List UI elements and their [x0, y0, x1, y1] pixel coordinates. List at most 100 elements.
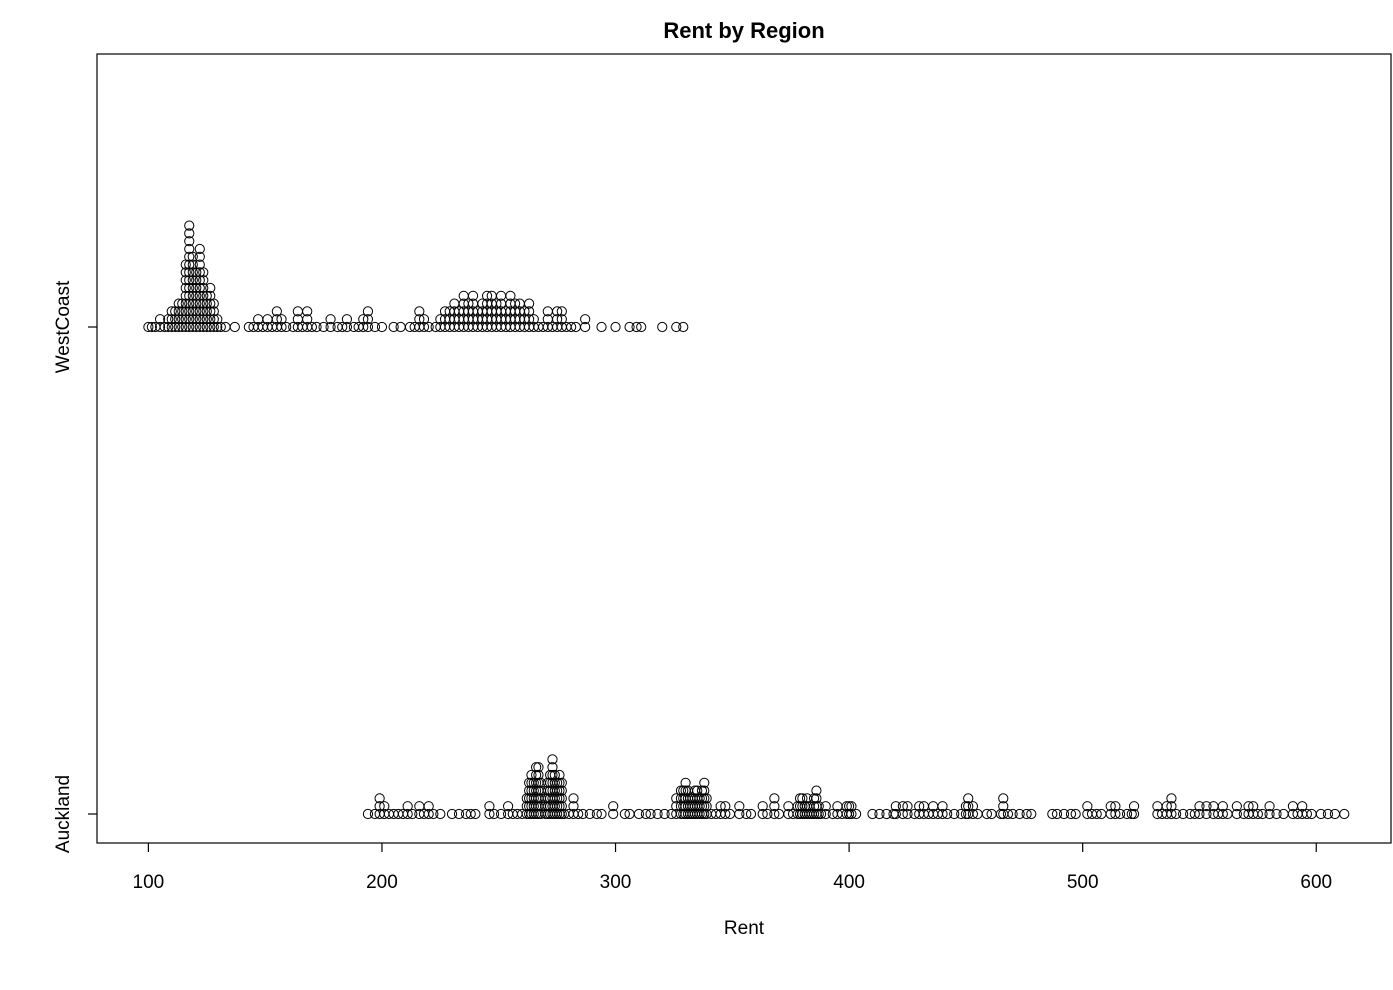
data-point	[549, 785, 560, 796]
data-point	[1002, 808, 1014, 820]
data-point	[491, 298, 502, 309]
data-point	[1047, 808, 1058, 820]
data-point	[554, 801, 565, 812]
data-point	[1171, 808, 1182, 820]
data-point	[811, 793, 822, 804]
data-point	[1217, 808, 1228, 820]
chart-title: Rent by Region	[663, 18, 824, 43]
data-point	[1194, 801, 1205, 812]
data-point	[890, 808, 901, 820]
data-point	[402, 808, 413, 820]
data-point	[435, 808, 446, 820]
data-point	[745, 808, 757, 820]
data-point	[963, 801, 974, 812]
y-tick-label-westcoast: WestCoast	[53, 280, 74, 373]
data-point	[797, 801, 808, 812]
data-point	[549, 801, 560, 812]
data-point	[937, 801, 948, 812]
plot-frame	[96, 53, 1392, 844]
data-point	[547, 754, 558, 765]
data-point	[568, 793, 579, 804]
data-point	[584, 808, 595, 820]
data-point	[720, 808, 731, 820]
data-point	[762, 808, 773, 820]
data-point	[844, 801, 855, 812]
data-point	[897, 801, 908, 812]
data-point	[552, 314, 563, 325]
data-point	[956, 808, 967, 820]
data-point	[680, 777, 691, 788]
data-point	[692, 785, 703, 796]
data-point	[528, 785, 539, 796]
data-point	[694, 801, 705, 812]
data-point	[631, 321, 642, 333]
data-point	[846, 801, 857, 812]
data-point	[271, 306, 282, 317]
x-tick-label: 200	[366, 872, 398, 893]
data-point	[552, 306, 563, 317]
data-point	[1271, 808, 1282, 820]
data-point	[212, 321, 223, 333]
data-point	[808, 808, 820, 820]
data-point	[276, 321, 287, 333]
data-point	[271, 314, 282, 325]
data-point	[184, 228, 195, 239]
data-point	[446, 808, 458, 820]
data-point	[229, 321, 240, 333]
data-point	[465, 808, 476, 820]
data-point	[325, 321, 336, 333]
data-point	[820, 801, 831, 812]
data-point	[640, 808, 651, 820]
data-point	[580, 321, 591, 333]
data-point	[531, 785, 542, 796]
data-point	[528, 808, 539, 820]
data-point	[645, 808, 656, 820]
data-point	[552, 808, 563, 820]
data-point	[547, 762, 558, 773]
data-point	[995, 808, 1007, 820]
data-point	[554, 785, 565, 796]
data-point	[577, 808, 588, 820]
data-point	[813, 801, 824, 812]
data-point	[699, 785, 710, 796]
data-point	[608, 808, 619, 820]
data-point	[1231, 801, 1242, 812]
data-point	[154, 314, 166, 325]
data-point	[820, 808, 831, 820]
data-point	[568, 801, 579, 812]
data-point	[531, 777, 542, 788]
data-point	[453, 808, 465, 820]
data-point	[808, 801, 820, 812]
data-point	[963, 793, 974, 804]
data-point	[423, 808, 434, 820]
data-point	[1301, 808, 1313, 820]
data-point	[1058, 808, 1070, 820]
data-point	[302, 314, 313, 325]
data-point	[556, 785, 567, 796]
data-point	[549, 793, 560, 804]
data-point	[194, 243, 205, 255]
data-point	[1114, 808, 1126, 820]
data-point	[619, 808, 630, 820]
data-point	[608, 801, 619, 812]
data-point	[533, 762, 544, 773]
data-point	[484, 808, 495, 820]
data-point	[694, 808, 705, 820]
data-point	[556, 314, 567, 325]
data-point	[1161, 801, 1172, 812]
data-point	[671, 321, 682, 333]
data-point	[851, 808, 862, 820]
data-point	[556, 306, 567, 317]
data-point	[1166, 808, 1177, 820]
data-point	[1014, 808, 1025, 820]
data-point	[533, 769, 544, 781]
data-point	[1082, 801, 1093, 812]
data-point	[376, 321, 388, 333]
data-point	[362, 321, 374, 333]
data-point	[554, 793, 565, 804]
data-point	[423, 801, 434, 812]
data-point	[874, 808, 885, 820]
data-point	[580, 314, 591, 325]
data-point	[960, 808, 971, 820]
